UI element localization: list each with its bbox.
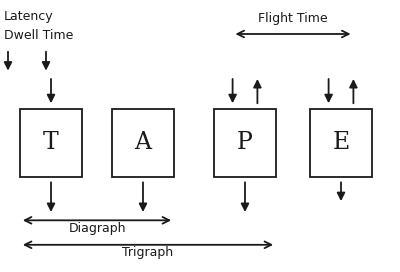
Text: Latency: Latency [4, 10, 54, 23]
Bar [20, 109, 82, 177]
Bar [310, 109, 372, 177]
Text: A: A [134, 131, 152, 154]
Text: Trigraph: Trigraph [122, 246, 174, 259]
Text: Dwell Time: Dwell Time [4, 29, 73, 42]
Bar [112, 109, 174, 177]
Text: P: P [237, 131, 253, 154]
Text: T: T [43, 131, 59, 154]
Text: E: E [332, 131, 350, 154]
Text: Diagraph: Diagraph [68, 222, 126, 235]
Text: Flight Time: Flight Time [258, 12, 328, 25]
Bar [214, 109, 276, 177]
